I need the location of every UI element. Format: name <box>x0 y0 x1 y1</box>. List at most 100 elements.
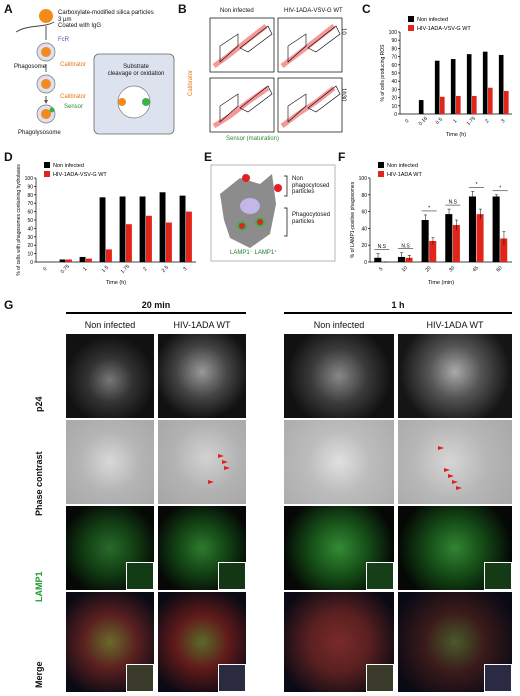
y-tick-label: 30 <box>391 87 397 93</box>
bar-non-infected <box>482 51 488 114</box>
particle-line-1: Carboxylate-modified silica particles <box>58 10 154 16</box>
legend-label: HIV-1ADA-VSV-G WT <box>417 26 471 32</box>
x-tick-label: 10 <box>401 265 409 273</box>
significance-label: * <box>428 205 430 211</box>
x-tick-label: 3 <box>182 266 188 272</box>
x-axis-label: Time (h) <box>106 280 126 286</box>
x-tick-label: 5 <box>378 266 384 272</box>
calibrator-label-1: Calibrator <box>60 62 87 68</box>
y-tick-label: 0 <box>364 260 367 266</box>
img-p24-hiv-20 <box>158 334 246 418</box>
legend-label: Non infected <box>53 163 84 169</box>
row-label-lamp1: LAMP1 <box>34 571 44 602</box>
y-tick-label: 0 <box>30 260 33 266</box>
significance-label: N.S <box>449 200 458 206</box>
img-lamp1-hiv-20 <box>158 506 246 590</box>
lamp1-inset-2 <box>218 562 246 590</box>
x-tick-label: 0 <box>42 266 48 272</box>
x-tick-label: 2 <box>142 266 148 272</box>
x-tick-label: 60 <box>495 265 503 273</box>
bar-hiv <box>146 215 152 262</box>
panel-label-g: G <box>4 298 14 312</box>
img-lamp1-ni-20 <box>66 506 154 590</box>
panel-label-d: D <box>4 150 13 164</box>
bar-non-infected <box>99 197 106 262</box>
x-tick-label: 1 <box>452 118 458 124</box>
legend-swatch <box>408 25 414 31</box>
img-merge-hiv-1h <box>398 592 512 692</box>
legend-swatch <box>378 171 384 177</box>
panel-g-microscopy: 20 min 1 h Non infected HIV-1ADA WT Non … <box>0 300 520 696</box>
y-tick-label: 0 <box>394 112 397 118</box>
panel-label-c: C <box>362 2 371 16</box>
x-tick-label: 1 <box>82 266 88 272</box>
bar-non-infected <box>498 54 504 114</box>
flow-plot-3 <box>209 77 275 133</box>
schematic-drawing <box>15 9 175 135</box>
y-tick-label: 10 <box>27 252 33 258</box>
flow-plots <box>209 17 343 133</box>
bar-non-infected <box>492 196 500 262</box>
y-tick-label: 90 <box>27 184 33 190</box>
y-tick-label: 30 <box>27 235 33 241</box>
y-tick-label: 60 <box>391 63 397 69</box>
y-tick-label: 70 <box>27 201 33 207</box>
panel-d-chart: 0 10 20 30 40 50 60 70 80 90 100% of cells with ph… <box>6 152 202 296</box>
significance-label: N.S <box>378 244 387 250</box>
time-bar-20min <box>66 312 246 314</box>
substrate-line-2: cleavage or oxidation <box>107 70 165 77</box>
bar-hiv <box>66 259 72 262</box>
phagolysosome-label: Phagolysosome <box>18 130 61 136</box>
bar-hiv <box>186 211 192 262</box>
flow-plot-1 <box>209 17 275 73</box>
row-label-p24: p24 <box>34 396 44 412</box>
panel-c-chart: 0 10 20 30 40 50 60 70 80 90 100% of cells produci… <box>366 4 518 148</box>
bar-hiv <box>500 238 508 262</box>
legend-swatch <box>408 16 414 22</box>
panel-label-e: E <box>204 150 213 164</box>
y-axis-label: % of cells producing ROS <box>380 44 386 102</box>
x-tick-label: 1.5 <box>101 265 110 274</box>
bar-hiv <box>488 87 493 114</box>
lamp1-inset-3 <box>366 562 394 590</box>
bar-non-infected <box>468 196 476 262</box>
legend-label: HIV-1ADA-VSV-G WT <box>53 172 107 178</box>
img-p24-hiv-1h <box>398 334 512 418</box>
bar-hiv <box>126 224 132 262</box>
x-tick-label: 30 <box>448 265 456 273</box>
panel-e-schematic: Non phagocytosed particles Phagocytosed … <box>210 164 336 274</box>
col-title-1: Non infected <box>84 320 136 330</box>
bar-non-infected <box>418 100 424 114</box>
bar-hiv <box>456 95 461 114</box>
legend-label: HIV-1ADA WT <box>387 172 422 178</box>
y-tick-label: 40 <box>391 79 397 85</box>
bar-non-infected <box>179 195 186 262</box>
bar-non-infected <box>450 59 456 114</box>
bar-hiv <box>504 91 509 114</box>
bar-hiv <box>429 241 437 262</box>
bar-non-infected <box>59 259 66 262</box>
lamp1-bar-chart: 0 20 40 60 80 100% of LAMP1-positive phagosom… <box>350 162 512 286</box>
y-tick-label: 10 <box>391 104 397 110</box>
panel-f-chart: 0 20 40 60 80 100% of LAMP1-positive phagosom… <box>340 152 518 296</box>
panel-label-b: B <box>178 2 187 16</box>
bar-hiv <box>106 249 112 262</box>
significance-label: N.S <box>401 243 410 249</box>
panel-label-a: A <box>4 2 13 16</box>
merge-inset-4 <box>484 664 512 692</box>
row-label-phase: Phase contrast <box>34 451 44 516</box>
y-tick-label: 20 <box>361 243 367 249</box>
y-tick-label: 90 <box>391 38 397 44</box>
legend-swatch <box>44 171 50 177</box>
x-tick-label: 0.75 <box>60 264 71 275</box>
legend-label: Non infected <box>417 17 448 23</box>
red-arrows-1 <box>208 454 230 484</box>
bar-hiv <box>86 258 92 262</box>
flow-xlabel: Sensor (maturation) <box>226 136 280 142</box>
bar-non-infected <box>421 220 429 262</box>
particle-line-3: Coated with IgG <box>58 23 102 30</box>
x-tick-label: 2.5 <box>161 265 170 274</box>
time-label-20min: 20 min <box>141 300 171 310</box>
flow-ylabel: Calibrator <box>188 69 194 96</box>
col-title-2: HIV-1ADA WT <box>173 320 231 330</box>
